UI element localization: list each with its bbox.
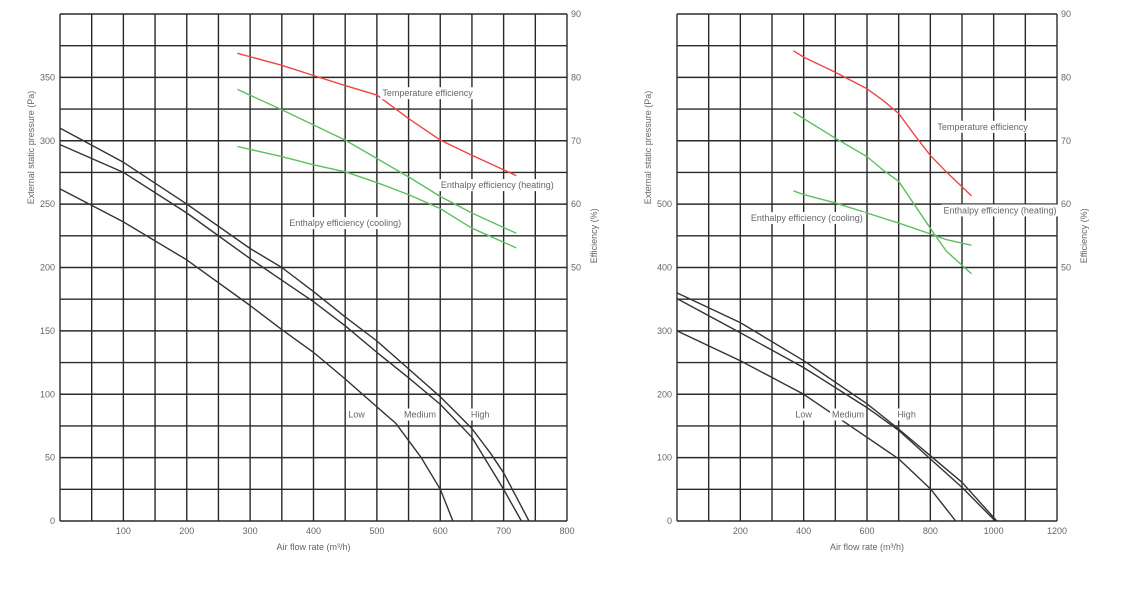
y2-tick-label: 60 [1061, 199, 1071, 209]
annotation-background [287, 217, 404, 230]
x-tick-label: 700 [496, 526, 511, 536]
chart-2: 200 400 600 800 1000 1200 0 100 200 300 400 500 50 60… [643, 9, 1089, 552]
annotation-background [793, 408, 815, 421]
annotation-label: Low [795, 410, 812, 420]
y-tick-label: 500 [657, 199, 672, 209]
annotation-background [401, 408, 438, 421]
annotation-background [941, 204, 1059, 217]
y2-tick-label: 50 [571, 263, 581, 273]
series-line-enthalpy-efficiency-heating [793, 111, 972, 275]
x-tick-label: 800 [923, 526, 938, 536]
x-tick-label: 1000 [984, 526, 1004, 536]
y-tick-label: 300 [657, 326, 672, 336]
annotation-label: High [471, 410, 490, 420]
y-tick-label: 200 [40, 263, 55, 273]
annotation-background [380, 87, 476, 100]
x-tick-label: 500 [369, 526, 384, 536]
annotation-label: Medium [832, 410, 864, 420]
y-axis-label: External static pressure (Pa) [643, 91, 653, 205]
y-tick-label: 200 [657, 389, 672, 399]
x-axis-label: Air flow rate (m³/h) [276, 542, 350, 552]
series-line-enthalpy-efficiency-cooling [237, 145, 517, 249]
series-line-medium [59, 143, 523, 522]
x-tick-label: 200 [179, 526, 194, 536]
x-tick-label: 100 [116, 526, 131, 536]
y-tick-label: 0 [50, 516, 55, 526]
y-tick-label: 100 [657, 453, 672, 463]
y-tick-label: 100 [40, 389, 55, 399]
annotation-label: Low [348, 410, 365, 420]
annotation-label: Enthalpy efficiency (cooling) [751, 213, 863, 223]
annotation-label: Enthalpy efficiency (heating) [441, 180, 554, 190]
y2-axis-label: Efficiency (%) [1079, 208, 1089, 263]
series-line-medium [676, 297, 996, 522]
annotation-label: Enthalpy efficiency (heating) [944, 205, 1057, 215]
y-tick-label: 350 [40, 72, 55, 82]
y2-tick-label: 70 [1061, 136, 1071, 146]
y2-tick-label: 90 [1061, 9, 1071, 19]
y2-tick-label: 80 [571, 72, 581, 82]
annotation-label: High [897, 410, 916, 420]
y2-tick-label: 50 [1061, 263, 1071, 273]
y2-tick-label: 80 [1061, 72, 1071, 82]
y-axis-label: External static pressure (Pa) [26, 91, 36, 205]
x-tick-label: 600 [433, 526, 448, 536]
annotation-label: Temperature efficiency [382, 88, 473, 98]
annotation-background [895, 408, 918, 421]
x-tick-label: 400 [306, 526, 321, 536]
x-tick-label: 300 [243, 526, 258, 536]
series-line-high [676, 292, 998, 522]
y-tick-label: 400 [657, 263, 672, 273]
annotation-label: Temperature efficiency [937, 122, 1028, 132]
x-axis-label: Air flow rate (m³/h) [830, 542, 904, 552]
annotation-background [438, 179, 556, 192]
annotation-background [468, 408, 492, 421]
y-tick-label: 300 [40, 136, 55, 146]
y2-tick-label: 90 [571, 9, 581, 19]
annotation-background [935, 120, 1031, 133]
x-tick-label: 1200 [1047, 526, 1067, 536]
y2-tick-label: 60 [571, 199, 581, 209]
annotation-background [748, 212, 865, 225]
y-tick-label: 0 [667, 516, 672, 526]
x-tick-label: 800 [559, 526, 574, 536]
x-tick-label: 400 [796, 526, 811, 536]
series-line-low [59, 188, 454, 522]
y2-tick-label: 70 [571, 136, 581, 146]
y-tick-label: 150 [40, 326, 55, 336]
y2-axis-label: Efficiency (%) [589, 208, 599, 263]
y-tick-label: 250 [40, 199, 55, 209]
annotation-background [346, 408, 368, 421]
series-line-temperature-efficiency [793, 50, 972, 197]
series-line-high [59, 127, 530, 522]
annotation-label: Enthalpy efficiency (cooling) [289, 218, 401, 228]
annotation-label: Medium [404, 410, 436, 420]
chart-1: 100 200 300 400 500 600 700 800 0 50 100 150 200 250 3… [26, 9, 599, 552]
y-tick-label: 50 [45, 453, 55, 463]
series-line-low [676, 330, 957, 522]
annotation-background [829, 408, 867, 421]
series-line-temperature-efficiency [237, 52, 517, 177]
x-tick-label: 600 [859, 526, 874, 536]
x-tick-label: 200 [733, 526, 748, 536]
series-line-enthalpy-efficiency-heating [237, 88, 517, 234]
series-line-enthalpy-efficiency-cooling [793, 190, 972, 246]
